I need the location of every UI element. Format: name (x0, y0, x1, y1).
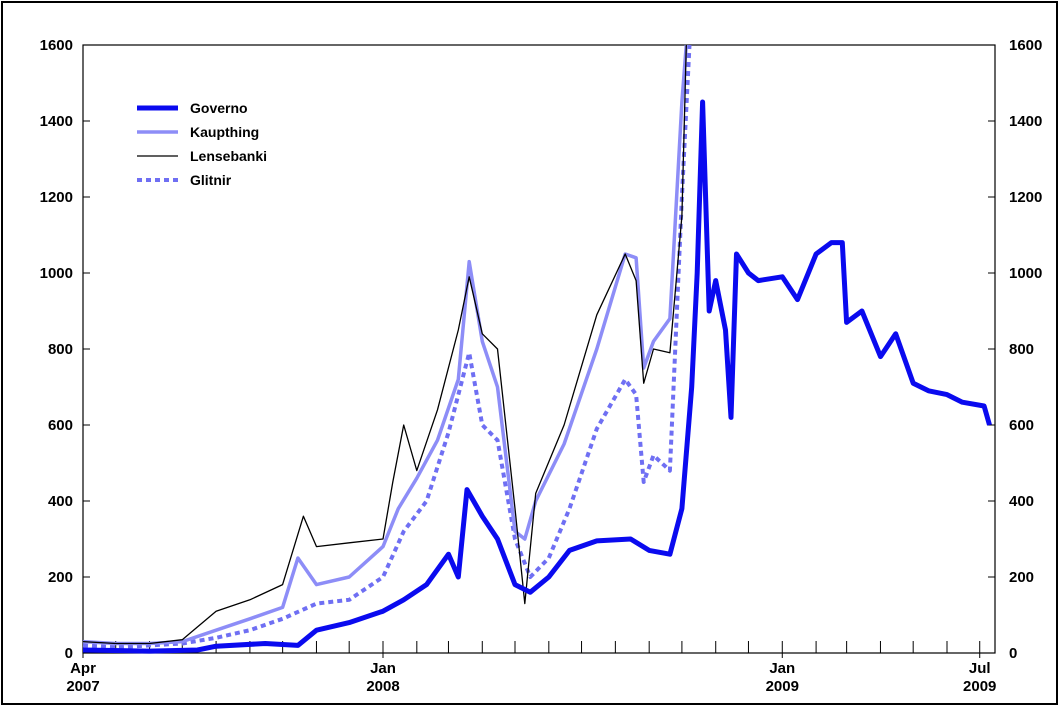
series-line-lensebanki (82, 44, 687, 645)
x-tick-label-month: Jan (769, 660, 795, 677)
y-tick-label-right: 0 (1009, 645, 1017, 662)
y-tick-label-left: 1000 (40, 265, 73, 282)
y-tick-label-right: 600 (1009, 417, 1034, 434)
x-tick-label-month: Jan (370, 660, 396, 677)
legend-label-governo: Governo (190, 100, 248, 116)
y-tick-label-left: 0 (65, 645, 73, 662)
legend-label-kaupthing: Kaupthing (190, 124, 259, 140)
x-tick-label-year: 2008 (366, 678, 399, 695)
y-tick-label-left: 400 (48, 493, 73, 510)
y-tick-label-left: 600 (48, 417, 73, 434)
y-tick-label-left: 1600 (40, 37, 73, 54)
y-tick-label-right: 200 (1009, 569, 1034, 586)
x-tick-label-year: 2007 (66, 678, 99, 695)
y-tick-label-right: 400 (1009, 493, 1034, 510)
series-line-governo (82, 99, 992, 654)
legend-label-glitnir: Glitnir (190, 172, 232, 188)
x-tick-label-month: Jul (969, 660, 991, 677)
y-tick-label-left: 800 (48, 341, 73, 358)
y-tick-label-right: 1400 (1009, 113, 1042, 130)
axes-layer: 0 0 200 200 400 400 600 600 800 800 1000 1000 1200 12… (40, 37, 1043, 695)
y-tick-label-right: 1600 (1009, 37, 1042, 54)
y-tick-label-left: 1400 (40, 113, 73, 130)
series-line-kaupthing (82, 44, 689, 646)
y-tick-label-right: 1000 (1009, 265, 1042, 282)
x-tick-label-month: Apr (70, 660, 96, 677)
y-tick-label-right: 1200 (1009, 189, 1042, 206)
legend: Governo Kaupthing Lensebanki Glitnir (137, 100, 267, 188)
y-tick-label-left: 1200 (40, 189, 73, 206)
series-layer (82, 44, 992, 654)
y-tick-label-right: 800 (1009, 341, 1034, 358)
legend-label-lensebanki: Lensebanki (190, 148, 267, 164)
y-tick-label-left: 200 (48, 569, 73, 586)
x-tick-label-year: 2009 (766, 678, 799, 695)
x-tick-label-year: 2009 (963, 678, 996, 695)
